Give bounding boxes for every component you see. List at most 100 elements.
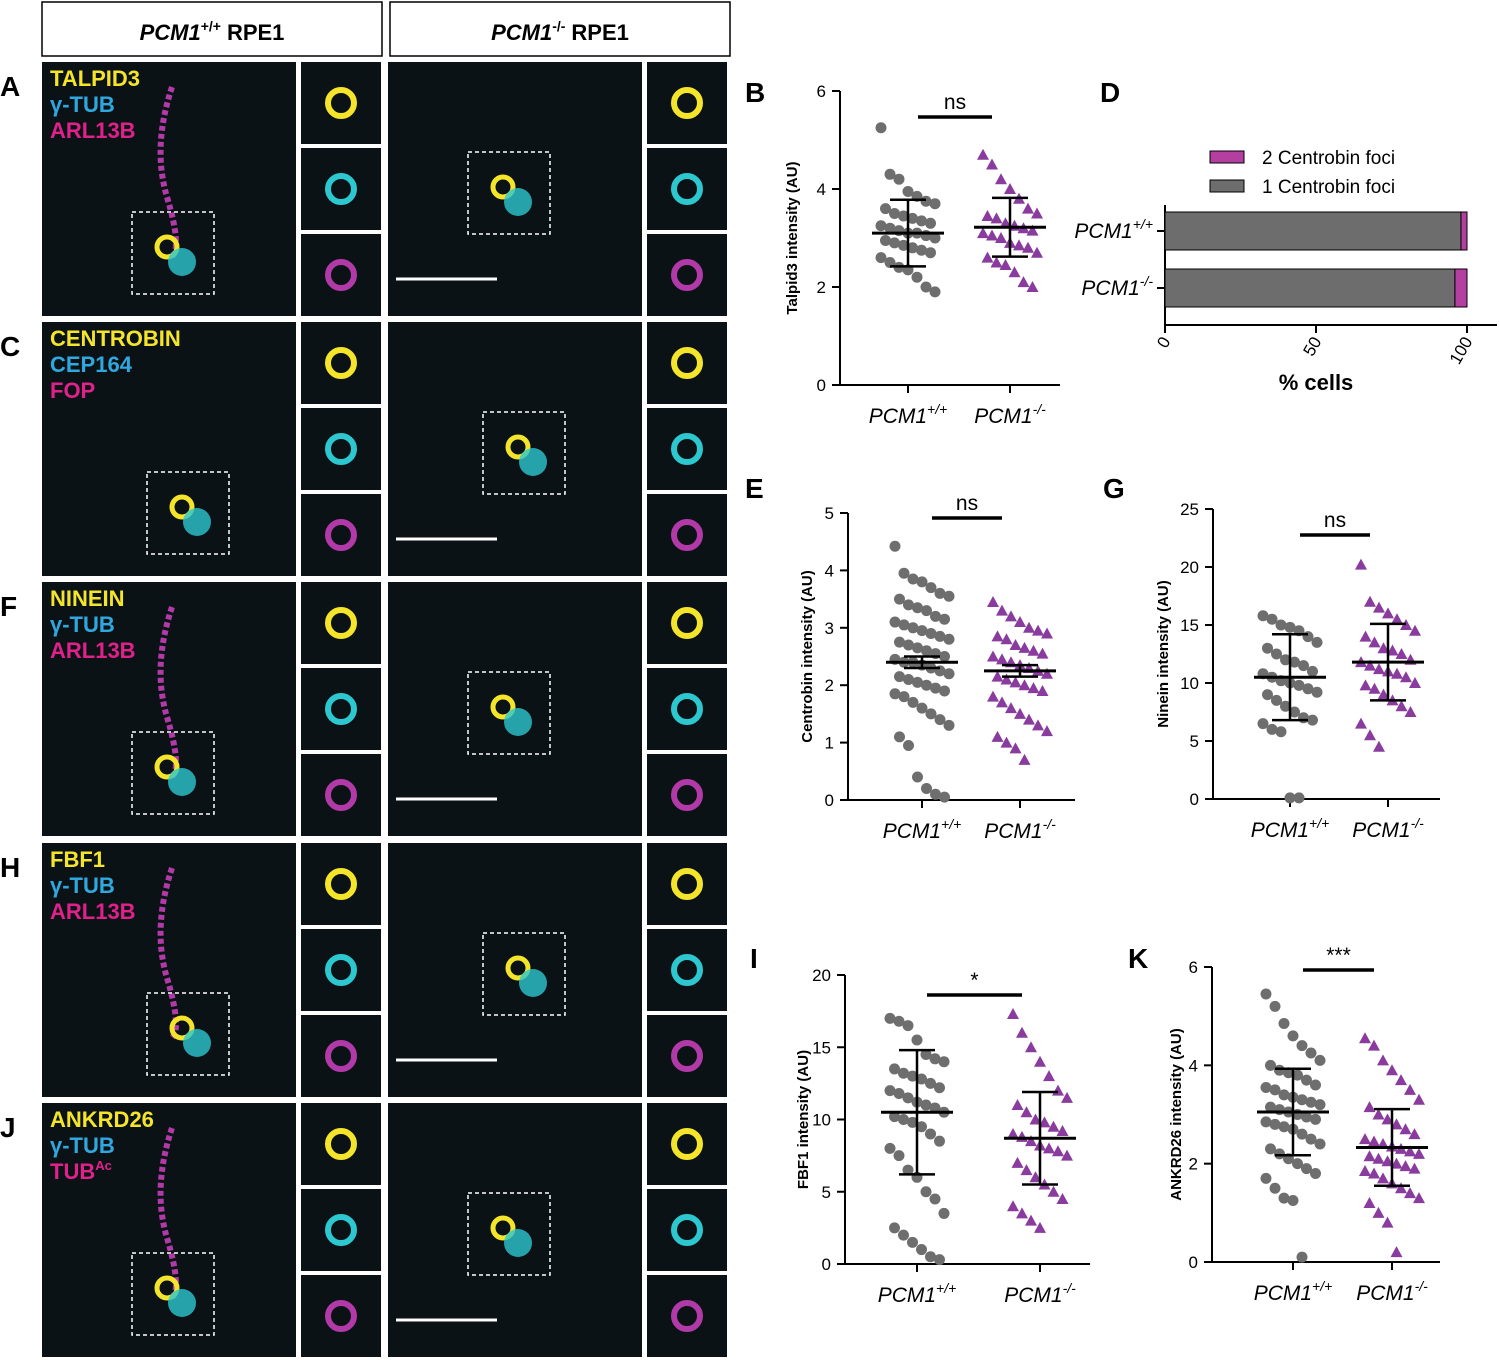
inset-signal [325,779,357,811]
data-point [902,1020,914,1032]
inset-signal [325,607,357,639]
channel-name: FOP [50,378,95,403]
inset-signal [671,1214,703,1246]
channel-sup: Ac [95,1158,112,1173]
data-point [1368,1167,1380,1179]
data-point [1269,1000,1281,1012]
data-point [1032,719,1044,731]
data-point [889,540,901,552]
category-name: PCM1 [1356,1282,1414,1305]
data-point [1036,647,1049,659]
centriole [504,188,532,216]
data-point [1390,1157,1403,1169]
data-point [1047,1120,1060,1132]
data-point [912,602,923,614]
data-point [898,691,910,703]
data-point [920,1048,932,1060]
centriole [168,248,196,276]
data-point [884,1085,896,1097]
data-point [1296,1251,1308,1263]
data-point [929,1053,941,1065]
header-box [389,1,731,57]
data-point [1056,1192,1069,1204]
data-point [1363,1101,1376,1113]
data-point [921,679,932,691]
data-point [991,730,1004,742]
data-point [943,633,955,645]
data-point [920,1099,932,1111]
data-point [1008,266,1021,278]
data-point [1274,1064,1285,1076]
data-point [1305,1133,1317,1145]
micrograph-inset [647,929,727,1011]
legend-swatch [1209,150,1245,164]
data-point [934,1135,945,1147]
data-point [1293,792,1305,804]
data-point [1034,1055,1046,1067]
micrograph [42,322,296,576]
data-point [977,148,989,160]
data-point [907,696,919,708]
significance-label: * [970,969,978,992]
panel-letter: H [0,852,20,883]
y-tick-label: 5 [822,1183,831,1202]
data-point [1368,636,1381,648]
data-point [902,1092,914,1104]
data-point [1271,694,1282,706]
data-point [894,636,905,648]
data-point [977,227,989,239]
micrograph-inset [647,582,727,664]
data-point [925,217,936,229]
data-point [1274,1148,1285,1160]
data-point [1026,224,1039,236]
data-point [884,1012,896,1024]
data-point [898,1229,909,1241]
data-point [1413,1192,1425,1204]
micrograph-inset [301,1275,381,1357]
data-point [903,599,914,611]
data-point [1025,1135,1037,1147]
zoom-box [146,471,230,555]
data-point [911,1034,923,1046]
data-point [1301,1163,1312,1175]
category-sup: +/+ [941,816,961,832]
zoom-box [131,1252,215,1336]
micrograph-inset [301,1189,381,1271]
y-tick-label: 20 [812,966,831,985]
column-header: PCM1-/- RPE1 [491,18,629,45]
y-tick-label: 0 [825,791,834,810]
data-point [1301,1111,1312,1123]
y-tick-label: 5 [825,504,834,523]
data-point [1032,624,1044,636]
data-point [1280,700,1291,712]
channel-label: ARL13B [50,638,136,663]
micrograph-inset [301,929,381,1011]
y-tick-label: 5 [1190,732,1199,751]
channel-name: NINEIN [50,586,125,611]
category-label: PCM1-/- [974,401,1046,428]
data-point [981,251,994,263]
category-label: PCM1+/+ [1251,815,1330,842]
panel-letter: F [0,591,17,622]
category-name: PCM1 [1004,1284,1062,1307]
data-point [1368,682,1381,694]
centriole [490,1215,516,1241]
y-tick-label: 4 [825,561,834,580]
category-label: PCM1+/+ [1254,1278,1333,1305]
data-point [1043,1142,1055,1154]
data-point [939,613,950,625]
data-point [1390,1246,1403,1258]
data-point [1372,1108,1385,1120]
panel-letter: K [1128,943,1148,974]
micrograph-inset [647,494,727,576]
data-point [1260,1116,1272,1128]
y-tick-label: 2 [817,278,826,297]
y-tick-label: 1 [825,734,834,753]
data-point [1061,1091,1073,1103]
data-point [1260,1172,1272,1184]
data-point [1364,729,1376,741]
data-point [1271,648,1282,660]
inset-signal [671,1300,703,1332]
data-point [991,630,1004,642]
